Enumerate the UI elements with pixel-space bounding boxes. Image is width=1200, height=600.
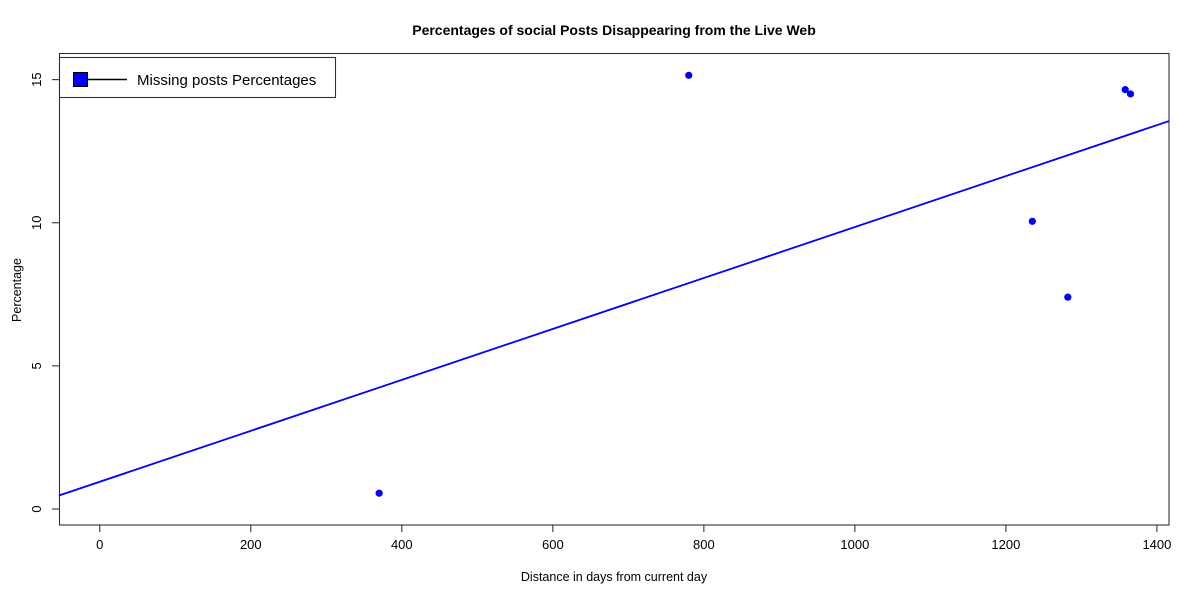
legend-label: Missing posts Percentages	[137, 72, 316, 89]
x-axis-tick-label: 1200	[991, 537, 1020, 552]
y-axis-title: Percentage	[10, 258, 24, 322]
y-axis-tick-label: 0	[29, 505, 44, 512]
data-point	[375, 489, 383, 497]
y-axis-tick-label: 5	[29, 362, 44, 369]
data-point	[685, 71, 693, 79]
y-axis-tick-label: 10	[29, 216, 44, 230]
data-point	[1126, 90, 1135, 98]
chart-title: Percentages of social Posts Disappearing…	[412, 22, 816, 38]
x-axis-tick-label: 200	[240, 537, 262, 552]
trend-line	[58, 120, 1170, 497]
data-point	[1028, 217, 1036, 225]
axes-layer: 0 200 400 600 800 1000 1200 1400 0 5 10 15	[29, 72, 1171, 552]
data-point	[1064, 293, 1072, 301]
legend-box	[58, 56, 337, 99]
x-axis-tick-label: 0	[96, 537, 103, 552]
legend: Missing posts Percentages	[58, 56, 337, 99]
series-layer	[58, 71, 1170, 497]
x-axis-tick-label: 600	[542, 537, 564, 552]
x-axis-tick-label: 800	[693, 537, 715, 552]
x-axis-tick-label: 1000	[840, 537, 869, 552]
x-axis-title: Distance in days from current day	[520, 570, 708, 584]
plot-frame	[58, 52, 1170, 526]
x-axis-tick-label: 1400	[1142, 537, 1171, 552]
legend-marker-square	[73, 72, 88, 87]
data-point	[1121, 86, 1129, 94]
x-axis-tick-label: 400	[391, 537, 413, 552]
y-axis-tick-label: 15	[29, 72, 44, 86]
